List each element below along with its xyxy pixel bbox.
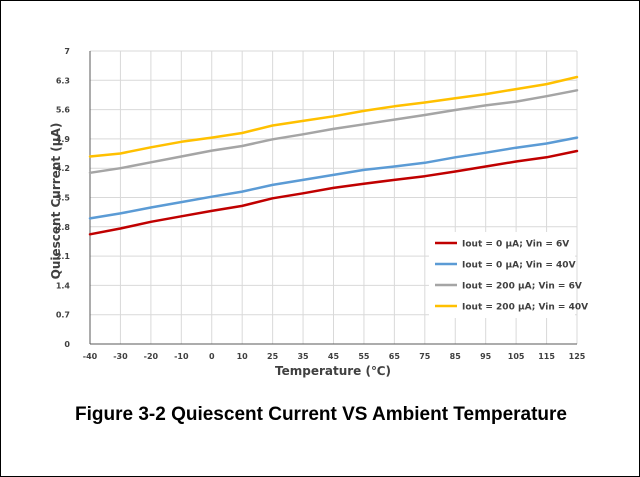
series-line-4 <box>88 75 579 158</box>
y-tick-label: 4.2 <box>56 164 70 173</box>
y-tick-label: 6.3 <box>56 76 70 85</box>
y-tick-label: 1.4 <box>56 281 71 290</box>
x-tick-label: -10 <box>174 352 189 361</box>
x-axis-label: Temperature (℃) <box>275 364 391 378</box>
x-tick-label: -20 <box>144 352 159 361</box>
x-tick-label: 10 <box>237 352 249 361</box>
legend: Iout = 0 µA; Vin = 6V Iout = 0 µA; Vin = … <box>429 232 588 318</box>
line-chart: 0 0.7 1.4 2.1 2.8 3.5 4.2 4.9 5.6 6.3 7 -40 -30 -20 -1… <box>49 47 588 378</box>
legend-label: Iout = 200 µA; Vin = 40V <box>462 303 588 313</box>
legend-background <box>429 232 575 318</box>
y-tick-label: 0.7 <box>56 311 70 320</box>
x-tick-label: 35 <box>297 352 309 361</box>
x-tick-label: -30 <box>113 352 128 361</box>
x-tick-label: 75 <box>419 352 431 361</box>
tick-labels: 0 0.7 1.4 2.1 2.8 3.5 4.2 4.9 5.6 6.3 7 -40 -30 -20 -1… <box>56 47 586 361</box>
x-tick-label: 25 <box>267 352 279 361</box>
y-axis-label: Quiescent Current (µA) <box>49 123 63 280</box>
y-tick-label: 2.1 <box>56 252 71 261</box>
x-tick-label: 55 <box>358 352 370 361</box>
y-tick-label: 3.5 <box>56 194 71 203</box>
series-lines <box>88 75 579 236</box>
x-tick-label: -40 <box>83 352 98 361</box>
legend-label: Iout = 200 µA; Vin = 6V <box>462 282 582 292</box>
axes <box>89 51 577 345</box>
legend-label: Iout = 0 µA; Vin = 6V <box>462 240 569 250</box>
x-tick-label: 65 <box>389 352 401 361</box>
y-tick-label: 5.6 <box>56 106 71 115</box>
x-tick-label: 115 <box>538 352 555 361</box>
x-tick-label: 0 <box>209 352 215 361</box>
series-line-3 <box>88 89 579 175</box>
y-tick-label: 2.8 <box>56 223 71 232</box>
legend-label: Iout = 0 µA; Vin = 40V <box>462 261 576 271</box>
x-tick-label: 125 <box>569 352 586 361</box>
x-tick-label: 95 <box>480 352 492 361</box>
y-tick-label: 0 <box>64 340 70 349</box>
series-line-2 <box>88 136 579 220</box>
x-tick-label: 85 <box>450 352 462 361</box>
y-tick-label: 4.9 <box>56 135 71 144</box>
series-line-1 <box>88 149 579 236</box>
figure-caption: Figure 3-2 Quiescent Current VS Ambient … <box>75 404 567 425</box>
x-tick-label: 105 <box>508 352 525 361</box>
x-tick-label: 45 <box>328 352 340 361</box>
y-tick-label: 7 <box>64 47 70 56</box>
